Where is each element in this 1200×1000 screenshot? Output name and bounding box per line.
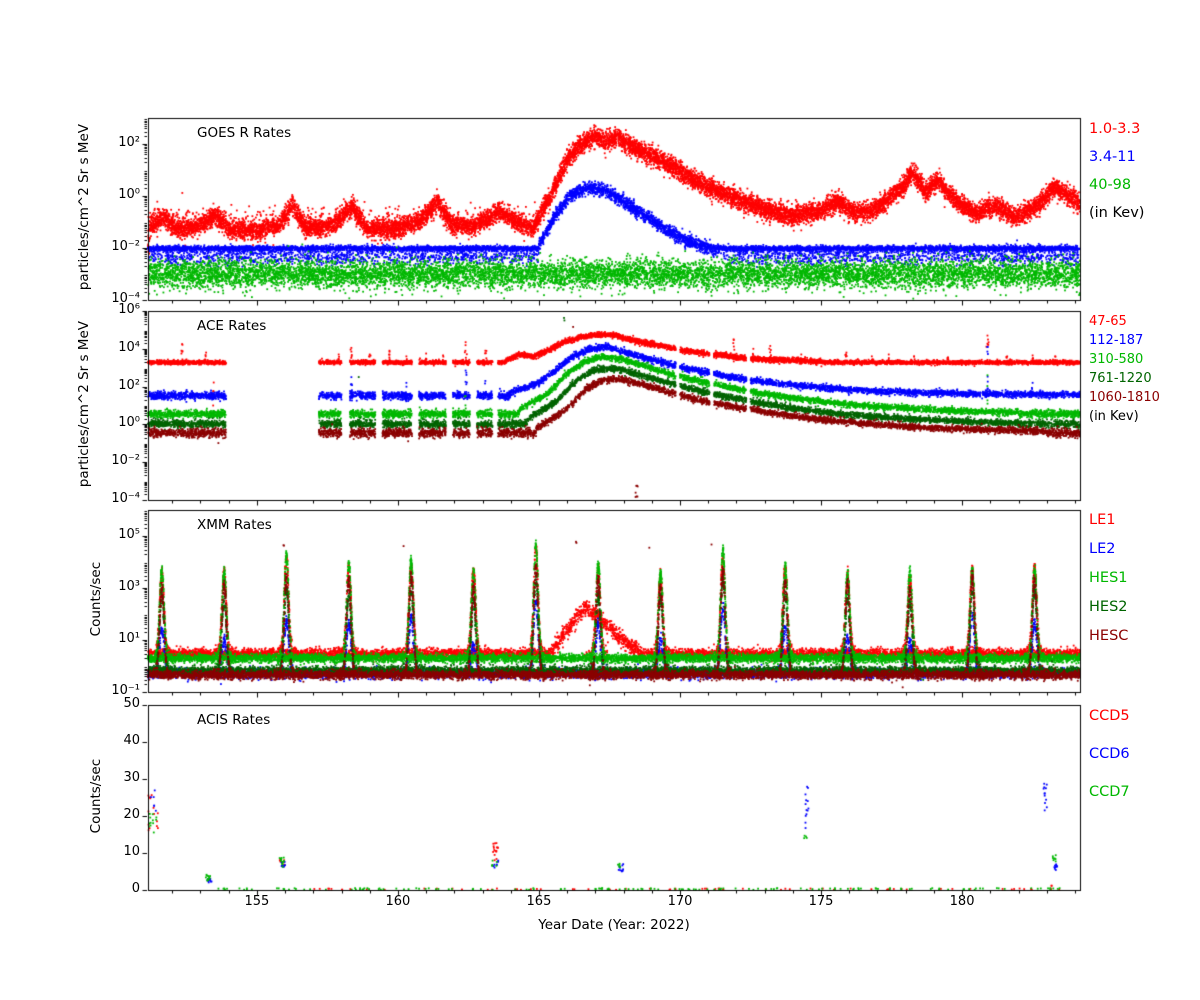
figure: 10⁻⁴ 10⁻² 10⁰ 10² GOES R Rates particles/cm^2… xyxy=(0,0,1200,1000)
chart-canvas xyxy=(0,0,1200,1000)
